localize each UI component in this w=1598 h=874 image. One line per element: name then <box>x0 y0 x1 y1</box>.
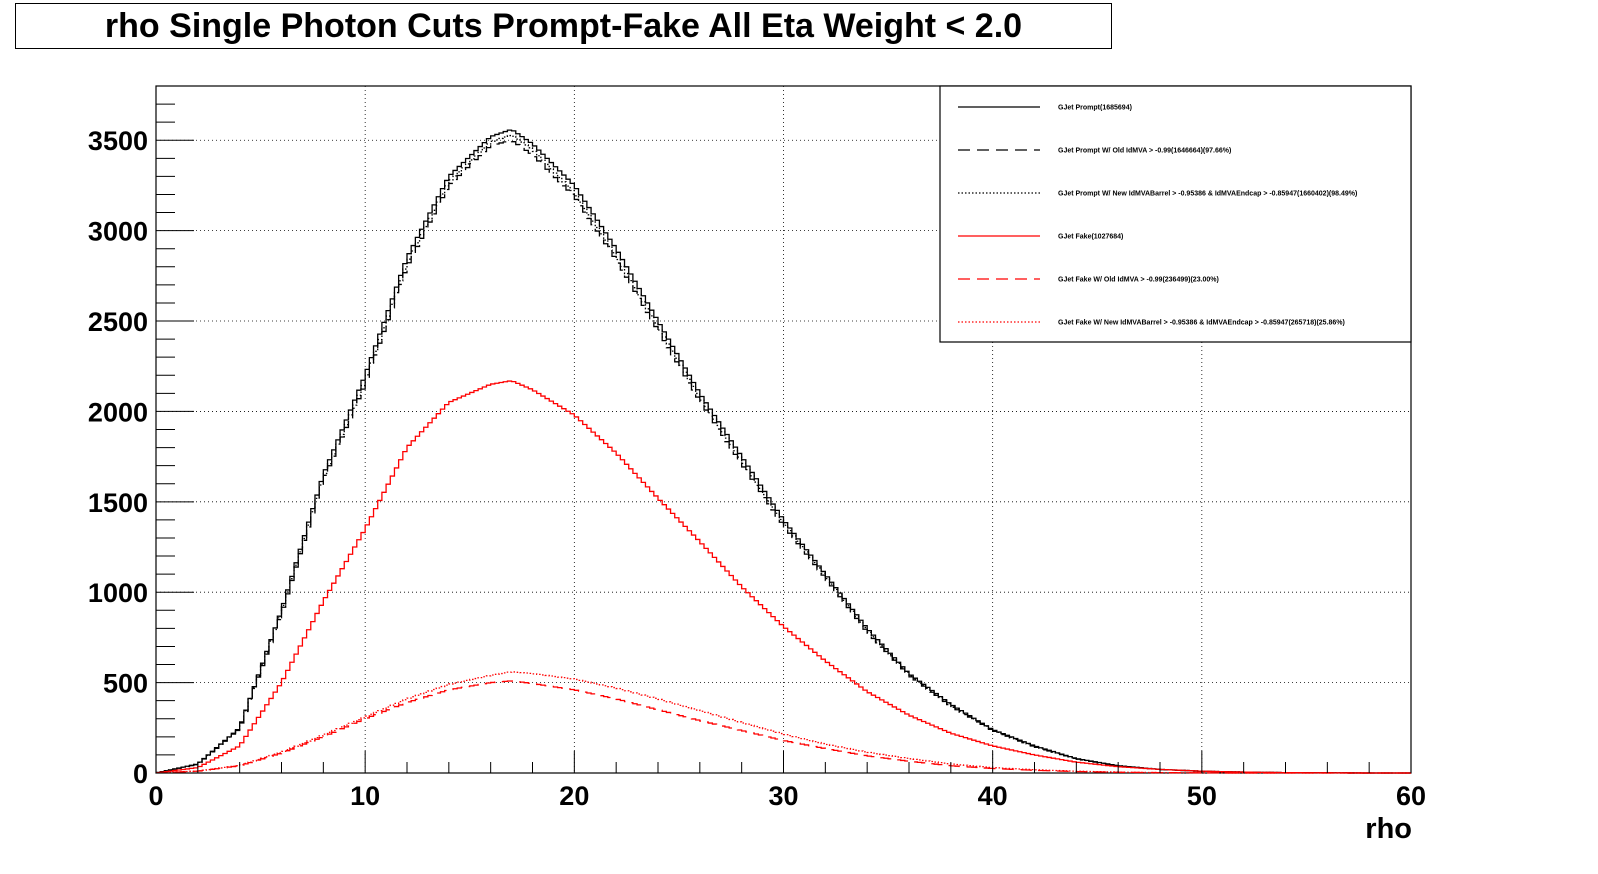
legend-label: GJet Prompt W/ Old IdMVA > -0.99(1646664… <box>1058 148 1231 155</box>
x-tick-label: 10 <box>350 781 380 811</box>
series-line-5 <box>156 671 1411 774</box>
legend-label: GJet Fake W/ New IdMVABarrel > -0.95386 … <box>1058 320 1345 327</box>
series-line-4 <box>156 680 1411 774</box>
y-tick-label: 2000 <box>88 397 148 427</box>
chart-title: rho Single Photon Cuts Prompt-Fake All E… <box>15 3 1112 49</box>
legend-label: GJet Prompt(1685694) <box>1058 105 1132 112</box>
legend-label: GJet Fake(1027684) <box>1058 234 1123 241</box>
y-tick-label: 3000 <box>88 217 148 247</box>
x-tick-label: 40 <box>978 781 1008 811</box>
series-layer <box>156 129 1411 774</box>
x-tick-label: 60 <box>1396 781 1426 811</box>
y-tick-label: 0 <box>133 759 148 789</box>
y-tick-label: 3500 <box>88 126 148 156</box>
x-tick-label: 30 <box>768 781 798 811</box>
x-tick-label: 50 <box>1187 781 1217 811</box>
grid <box>156 86 1411 773</box>
series-line-3 <box>156 380 1411 774</box>
legend: GJet Prompt(1685694) GJet Prompt W/ Old I… <box>939 85 1412 343</box>
x-tick-label: 20 <box>559 781 589 811</box>
y-tick-label: 2500 <box>88 307 148 337</box>
x-tick-label: 0 <box>148 781 163 811</box>
legend-box <box>939 85 1412 343</box>
legend-label: GJet Prompt W/ New IdMVABarrel > -0.9538… <box>1058 191 1357 198</box>
legend-label: GJet Fake W/ Old IdMVA > -0.99(236499)(2… <box>1058 277 1219 284</box>
y-tick-label: 500 <box>103 669 148 699</box>
x-axis-title: rho <box>1365 813 1412 845</box>
axes: 0 10 20 30 40 50 60 0 500 1000 1500 2000 2500 3000 350… <box>88 85 1426 811</box>
y-tick-label: 1500 <box>88 488 148 518</box>
y-tick-label: 1000 <box>88 578 148 608</box>
